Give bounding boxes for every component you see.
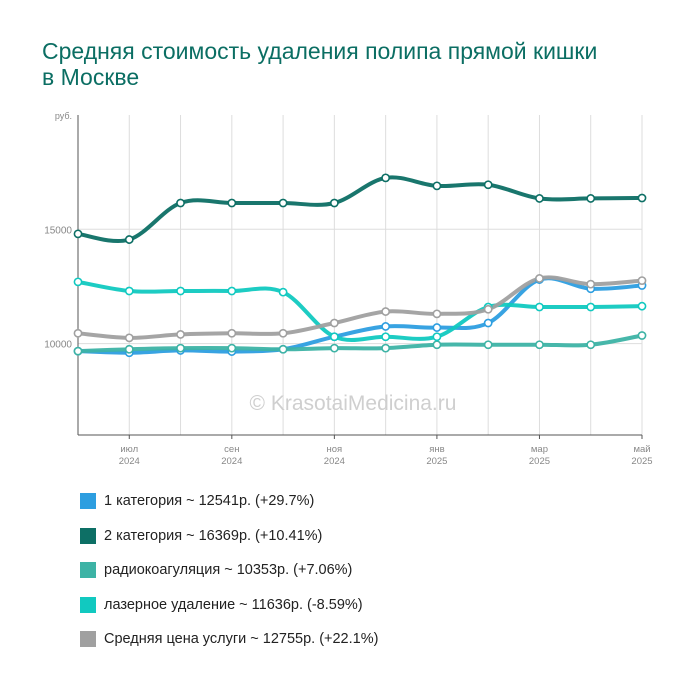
data-point [483, 318, 493, 328]
y-tick-label: 15000 [44, 225, 72, 236]
data-point [586, 194, 596, 203]
axes: 1000015000руб.июл2024сен2024ноя2024янв20… [44, 111, 652, 467]
data-point [535, 274, 544, 283]
legend-swatch [80, 562, 96, 579]
data-point [176, 286, 185, 296]
x-tick-label-year: 2025 [529, 456, 550, 467]
data-point [124, 286, 134, 296]
data-point [483, 180, 493, 190]
data-point [535, 302, 544, 312]
x-tick-label-month: май [633, 444, 650, 455]
x-tick-label-month: янв [429, 444, 444, 455]
data-point [535, 340, 544, 350]
x-tick-label-month: июл [120, 444, 138, 455]
grid-lines [78, 115, 643, 435]
data-point [432, 340, 442, 350]
x-tick-label-year: 2024 [221, 456, 242, 467]
data-point [73, 229, 83, 239]
legend-swatch [80, 527, 96, 544]
data-point [432, 332, 442, 342]
data-point [278, 198, 288, 208]
legend-item[interactable]: 2 категория ~ 16369р. (+10.41%) [80, 519, 378, 554]
data-point [176, 343, 185, 353]
data-point [637, 331, 647, 340]
data-point [329, 198, 339, 208]
data-point [278, 287, 288, 297]
x-tick-label-year: 2025 [631, 456, 652, 467]
data-point [124, 333, 134, 343]
data-point [381, 173, 391, 183]
x-tick-label-month: ноя [327, 444, 343, 455]
data-point [381, 343, 391, 353]
data-point [381, 322, 391, 331]
legend-label: лазерное удаление ~ 11636р. (-8.59%) [104, 596, 363, 613]
data-point [432, 309, 442, 319]
data-point [586, 340, 596, 350]
legend-label: радиокоагуляция ~ 10353р. (+7.06%) [104, 562, 353, 579]
watermark-text: © KrasotaiMedicina.ru [250, 392, 457, 415]
chart-title: Средняя стоимость удаления полипа прямой… [42, 38, 598, 90]
data-point [381, 307, 391, 316]
legend-label: 1 категория ~ 12541р. (+29.7%) [104, 493, 315, 510]
y-tick-label: 10000 [44, 340, 72, 351]
series-lines [76, 175, 644, 355]
x-tick-label-month: мар [531, 444, 548, 455]
legend-item[interactable]: Средняя цена услуги ~ 12755р. (+22.1%) [80, 622, 378, 657]
data-point [227, 198, 237, 208]
y-axis-label: руб. [55, 111, 72, 121]
legend-item[interactable]: лазерное удаление ~ 11636р. (-8.59%) [80, 588, 378, 623]
data-point [637, 301, 647, 311]
series-line [76, 175, 644, 243]
data-point [124, 344, 134, 354]
data-point [73, 346, 83, 356]
data-point [637, 193, 647, 203]
legend-swatch [80, 631, 96, 648]
legend-label: 2 категория ~ 16369р. (+10.41%) [104, 527, 323, 544]
x-tick-label-year: 2025 [426, 456, 447, 467]
data-point [586, 302, 596, 312]
data-point [637, 276, 647, 285]
x-tick-label-month: сен [224, 444, 239, 455]
series-points [73, 173, 647, 358]
legend-swatch [80, 493, 96, 510]
data-point [329, 318, 339, 328]
data-point [176, 330, 185, 339]
data-point [278, 344, 288, 354]
legend-item[interactable]: 1 категория ~ 12541р. (+29.7%) [80, 484, 378, 519]
x-tick-label-year: 2024 [324, 456, 345, 467]
data-point [483, 304, 493, 314]
data-point [381, 332, 391, 342]
legend-swatch [80, 596, 96, 613]
data-point [586, 279, 596, 289]
data-point [535, 194, 544, 203]
data-point [73, 277, 83, 287]
data-point [227, 343, 237, 353]
data-point [227, 328, 237, 338]
legend-label: Средняя цена услуги ~ 12755р. (+22.1%) [104, 631, 379, 648]
data-point [432, 323, 442, 332]
data-point [73, 328, 83, 338]
x-tick-label-year: 2024 [119, 456, 140, 467]
data-point [124, 235, 134, 244]
data-point [432, 181, 442, 191]
data-point [176, 198, 185, 208]
data-point [278, 328, 288, 338]
data-point [483, 340, 493, 350]
data-point [329, 332, 339, 342]
data-point [329, 343, 339, 353]
legend-item[interactable]: радиокоагуляция ~ 10353р. (+7.06%) [80, 553, 378, 588]
data-point [227, 286, 237, 296]
legend: 1 категория ~ 12541р. (+29.7%) 2 категори… [80, 484, 378, 657]
